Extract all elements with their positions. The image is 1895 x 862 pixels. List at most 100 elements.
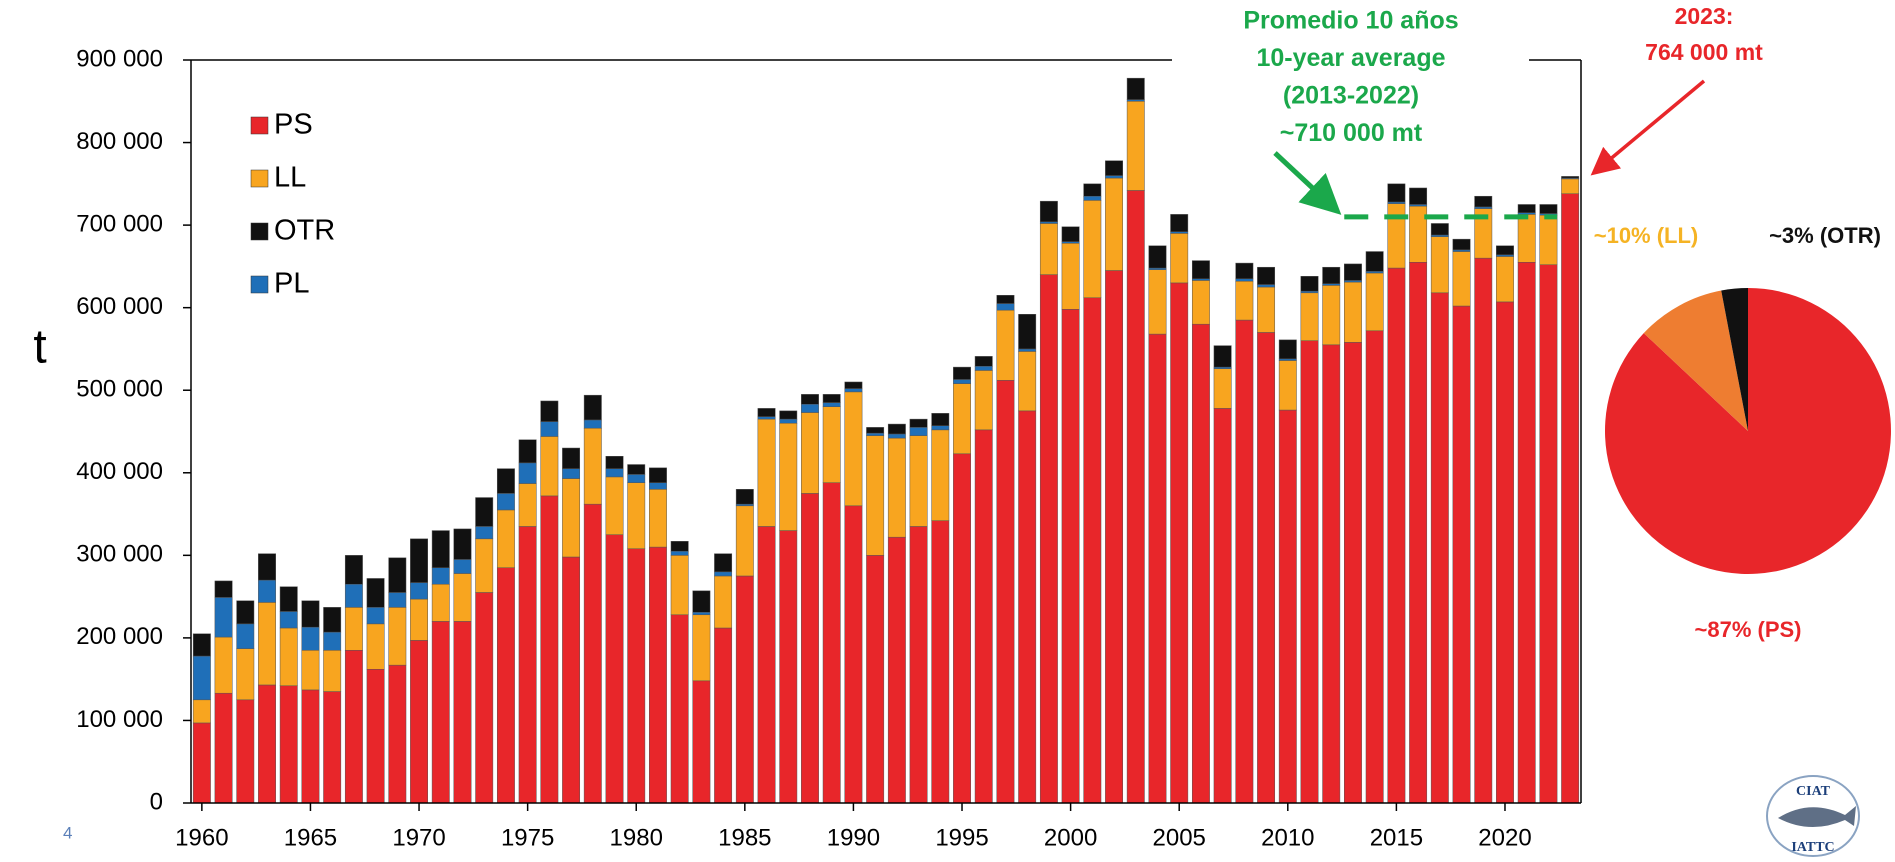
bar-segment xyxy=(1083,195,1102,201)
bar-segment xyxy=(844,381,863,389)
bar-segment xyxy=(1257,284,1276,288)
bar-segment xyxy=(909,418,928,428)
bar-segment xyxy=(692,614,711,682)
y-tick-label: 900 000 xyxy=(76,45,163,72)
bar-segment xyxy=(1083,200,1102,299)
bar-segment xyxy=(540,421,559,437)
bar-segment xyxy=(562,556,581,804)
page-number: 4 xyxy=(63,823,72,842)
bar-segment xyxy=(605,468,624,478)
bar-segment xyxy=(887,433,906,439)
bar-segment xyxy=(388,607,407,666)
bar-segment xyxy=(366,623,385,670)
bar-segment xyxy=(583,427,602,505)
bar-segment xyxy=(1126,190,1145,804)
y-tick-label: 600 000 xyxy=(76,293,163,320)
x-tick-label: 1960 xyxy=(175,824,228,851)
bar-segment xyxy=(562,478,581,558)
bar-segment xyxy=(388,557,407,593)
bar-segment xyxy=(1213,345,1232,368)
bar-segment xyxy=(518,439,537,464)
bar-segment xyxy=(909,435,928,527)
bar-segment xyxy=(1083,297,1102,804)
bar-segment xyxy=(822,394,841,403)
bar-segment xyxy=(757,408,776,417)
bar-segment xyxy=(323,691,342,804)
bar-segment xyxy=(735,505,754,577)
bar-segment xyxy=(909,526,928,804)
bar-segment xyxy=(866,427,885,434)
bar-segment xyxy=(670,614,689,804)
bar-segment xyxy=(1409,187,1428,205)
logo: CIAT IATTC xyxy=(1766,775,1860,857)
legend-label: PL xyxy=(274,268,309,300)
bar-segment xyxy=(1539,264,1558,804)
bar-segment xyxy=(1235,280,1254,321)
bar-segment xyxy=(1539,214,1558,265)
bar-segment xyxy=(1474,195,1493,208)
bar-segment xyxy=(1148,333,1167,804)
bar-segment xyxy=(1191,280,1210,325)
bar-segment xyxy=(1061,226,1080,242)
bar-segment xyxy=(1083,183,1102,197)
bar-segment xyxy=(996,295,1015,304)
bar-segment xyxy=(1344,342,1362,804)
bar-segment xyxy=(953,453,971,804)
bar-segment xyxy=(801,394,819,405)
bar-segment xyxy=(475,592,494,804)
bar-segment xyxy=(344,583,363,608)
bar-segment xyxy=(866,555,885,804)
bar-segment xyxy=(844,388,863,393)
bar-segment xyxy=(1061,243,1080,310)
bar-segment xyxy=(258,684,276,804)
bar-segment xyxy=(562,468,581,479)
bar-segment xyxy=(366,669,385,804)
bar-segment xyxy=(1018,351,1037,412)
bar-segment xyxy=(931,520,950,804)
bar-segment xyxy=(1474,257,1493,804)
bar-segment xyxy=(431,530,450,568)
bar-segment xyxy=(1170,233,1189,284)
bar-segment xyxy=(301,626,320,651)
bar-segment xyxy=(496,509,515,568)
bar-segment xyxy=(1300,276,1319,292)
bar-segment xyxy=(518,526,537,804)
bar-segment xyxy=(1039,223,1058,275)
bar-segment xyxy=(1235,319,1254,804)
y-tick-label: 100 000 xyxy=(76,706,163,733)
x-tick-label: 2005 xyxy=(1153,824,1206,851)
bar-segment xyxy=(431,621,450,804)
bar-segment xyxy=(562,447,581,469)
bar-segment xyxy=(627,474,646,483)
bar-segment xyxy=(779,410,798,420)
bar-segment xyxy=(475,538,494,593)
bar-segment xyxy=(757,418,776,527)
bar-segment xyxy=(801,404,819,413)
bar-segment xyxy=(779,418,798,424)
bar-segment xyxy=(540,495,559,804)
bar-segment xyxy=(1517,262,1536,804)
y-tick-label: 300 000 xyxy=(76,541,163,568)
bar-segment xyxy=(410,598,428,641)
bar-segment xyxy=(540,400,559,422)
bar-segment xyxy=(1539,204,1558,214)
bar-segment xyxy=(1170,214,1189,232)
bar-segment xyxy=(1039,274,1058,804)
bar-segment xyxy=(779,530,798,804)
bar-segment xyxy=(1213,368,1232,409)
bar-segment xyxy=(649,482,667,490)
bar-segment xyxy=(605,476,624,535)
bar-segment xyxy=(1278,360,1297,411)
average-arrow xyxy=(1273,151,1342,215)
bar-segment xyxy=(822,482,841,804)
bar-segment xyxy=(649,467,667,483)
bar-segment xyxy=(605,456,624,469)
bar-segment xyxy=(1387,183,1406,203)
bar-segment xyxy=(1170,282,1189,804)
bar-segment xyxy=(301,600,320,628)
y-tick-label: 500 000 xyxy=(76,376,163,403)
bar-segment xyxy=(1235,262,1254,280)
average-annotation: 10-year average xyxy=(1256,44,1445,72)
bar-segment xyxy=(844,391,863,507)
